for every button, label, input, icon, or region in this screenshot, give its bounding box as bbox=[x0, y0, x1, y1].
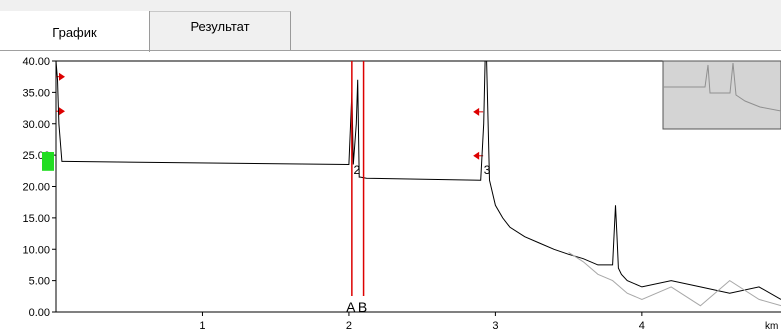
marker-label-a: A bbox=[346, 299, 356, 315]
x-axis-unit-label: km bbox=[765, 321, 778, 332]
tab-result[interactable]: Результат bbox=[150, 11, 291, 51]
y-tick-label: 35.00 bbox=[22, 87, 50, 99]
event-arrow-right-icon bbox=[59, 107, 65, 116]
y-tick-label: 20.00 bbox=[22, 182, 50, 194]
tab-bar: График Результат bbox=[0, 0, 781, 52]
event-arrow-right-icon bbox=[59, 72, 65, 81]
trace-line-main bbox=[55, 60, 781, 300]
x-tick-label: 2 bbox=[346, 320, 352, 332]
plot-area bbox=[56, 61, 781, 312]
y-tick-label: 10.00 bbox=[22, 244, 50, 256]
marker-label-b: B bbox=[358, 299, 367, 315]
tab-grafik-label: График bbox=[52, 25, 97, 40]
overview-trace bbox=[663, 62, 781, 112]
tab-bar-divider bbox=[0, 50, 781, 51]
event-number-label: 3 bbox=[484, 163, 491, 177]
y-tick-label: 0.00 bbox=[29, 307, 50, 319]
event-arrow-left-icon bbox=[473, 151, 480, 160]
y-tick-label: 40.00 bbox=[22, 56, 50, 68]
event-arrow-left-icon bbox=[473, 107, 480, 116]
trace-line-reference bbox=[568, 251, 781, 307]
x-tick-label: 3 bbox=[492, 320, 498, 332]
launch-marker-block bbox=[42, 151, 54, 171]
tab-result-label: Результат bbox=[190, 19, 250, 34]
y-tick-label: 15.00 bbox=[22, 213, 50, 225]
tab-grafik[interactable]: График bbox=[0, 11, 150, 52]
overview-thumbnail bbox=[662, 60, 781, 130]
event-number-label: 2 bbox=[353, 163, 360, 177]
y-tick-label: 5.00 bbox=[29, 276, 50, 288]
y-tick-label: 30.00 bbox=[22, 119, 50, 131]
x-tick-label: 1 bbox=[199, 320, 205, 332]
otdr-trace-chart[interactable]: 40.0035.0030.0025.0020.0015.0010.005.000… bbox=[0, 51, 781, 334]
x-tick-label: 4 bbox=[639, 320, 645, 332]
